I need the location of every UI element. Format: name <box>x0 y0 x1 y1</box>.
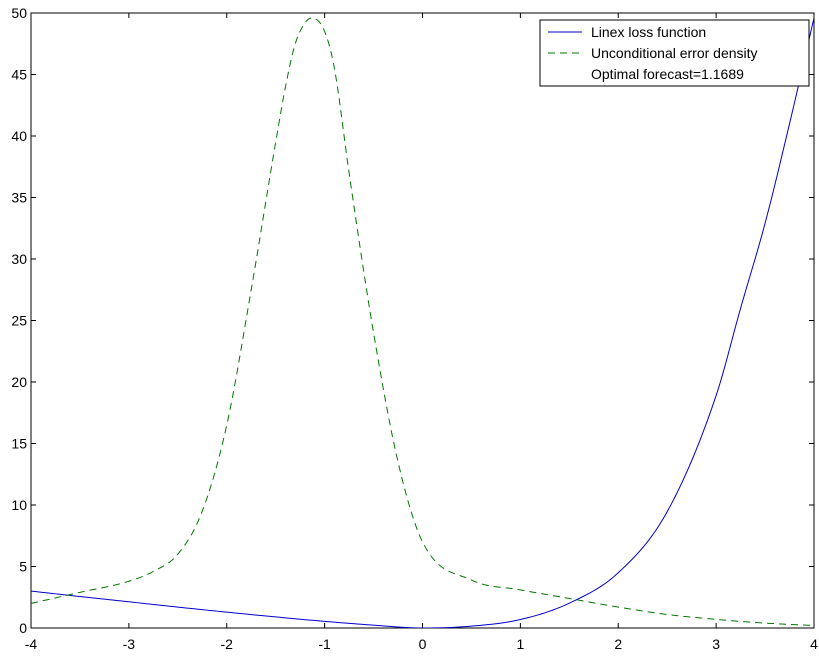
x-tick-label: -2 <box>221 636 234 652</box>
legend-label-optimal-forecast: Optimal forecast=1.1689 <box>591 66 744 82</box>
series-layer <box>31 17 814 628</box>
series-line-linex-loss-function <box>31 17 814 628</box>
y-tick-label: 15 <box>11 436 27 452</box>
y-tick-label: 30 <box>11 251 27 267</box>
y-tick-label: 0 <box>19 620 27 636</box>
x-tick-label: -4 <box>25 636 38 652</box>
x-tick-label: 4 <box>810 636 818 652</box>
y-tick-label: 50 <box>11 5 27 21</box>
x-tick-label: 3 <box>712 636 720 652</box>
y-tick-label: 20 <box>11 374 27 390</box>
legend-label-density: Unconditional error density <box>591 45 758 61</box>
y-tick-label: 35 <box>11 190 27 206</box>
y-tick-label: 10 <box>11 497 27 513</box>
x-tick-label: 2 <box>614 636 622 652</box>
y-axis: 0 5 10 15 20 25 30 35 40 45 50 <box>11 5 814 636</box>
y-tick-label: 45 <box>11 67 27 83</box>
y-tick-label: 40 <box>11 128 27 144</box>
legend: Linex loss function Unconditional error … <box>539 19 810 87</box>
legend-box <box>539 19 810 87</box>
x-tick-label: 0 <box>419 636 427 652</box>
x-tick-label: 1 <box>516 636 524 652</box>
x-axis: -4 -3 -2 -1 0 1 2 3 4 <box>25 13 818 652</box>
y-tick-label: 5 <box>19 559 27 575</box>
legend-label-linex: Linex loss function <box>591 24 706 40</box>
series-line-unconditional-error-density <box>31 17 814 627</box>
x-tick-label: -1 <box>318 636 331 652</box>
y-tick-label: 25 <box>11 313 27 329</box>
x-tick-label: -3 <box>123 636 136 652</box>
plot-area <box>30 12 815 629</box>
